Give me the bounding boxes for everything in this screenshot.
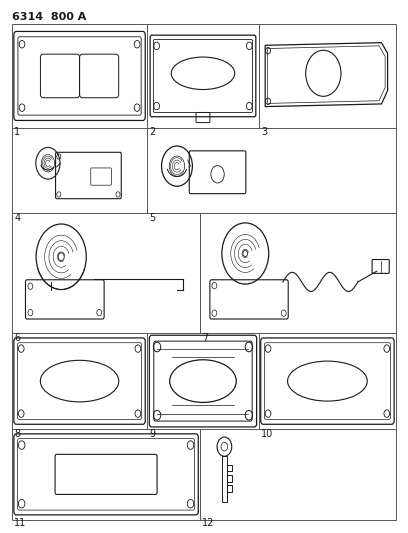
Text: 7: 7 xyxy=(202,333,208,343)
Text: 5: 5 xyxy=(149,213,155,223)
Text: 10: 10 xyxy=(261,429,273,439)
Text: 8: 8 xyxy=(14,429,20,439)
Text: 4: 4 xyxy=(14,213,20,223)
Text: 11: 11 xyxy=(14,518,27,528)
Text: 9: 9 xyxy=(149,429,155,439)
Text: 6: 6 xyxy=(14,333,20,343)
Text: 3: 3 xyxy=(261,127,267,138)
Text: 1: 1 xyxy=(14,127,20,138)
Text: 12: 12 xyxy=(202,518,214,528)
Text: 2: 2 xyxy=(149,127,155,138)
Text: 6314  800 A: 6314 800 A xyxy=(12,12,86,22)
